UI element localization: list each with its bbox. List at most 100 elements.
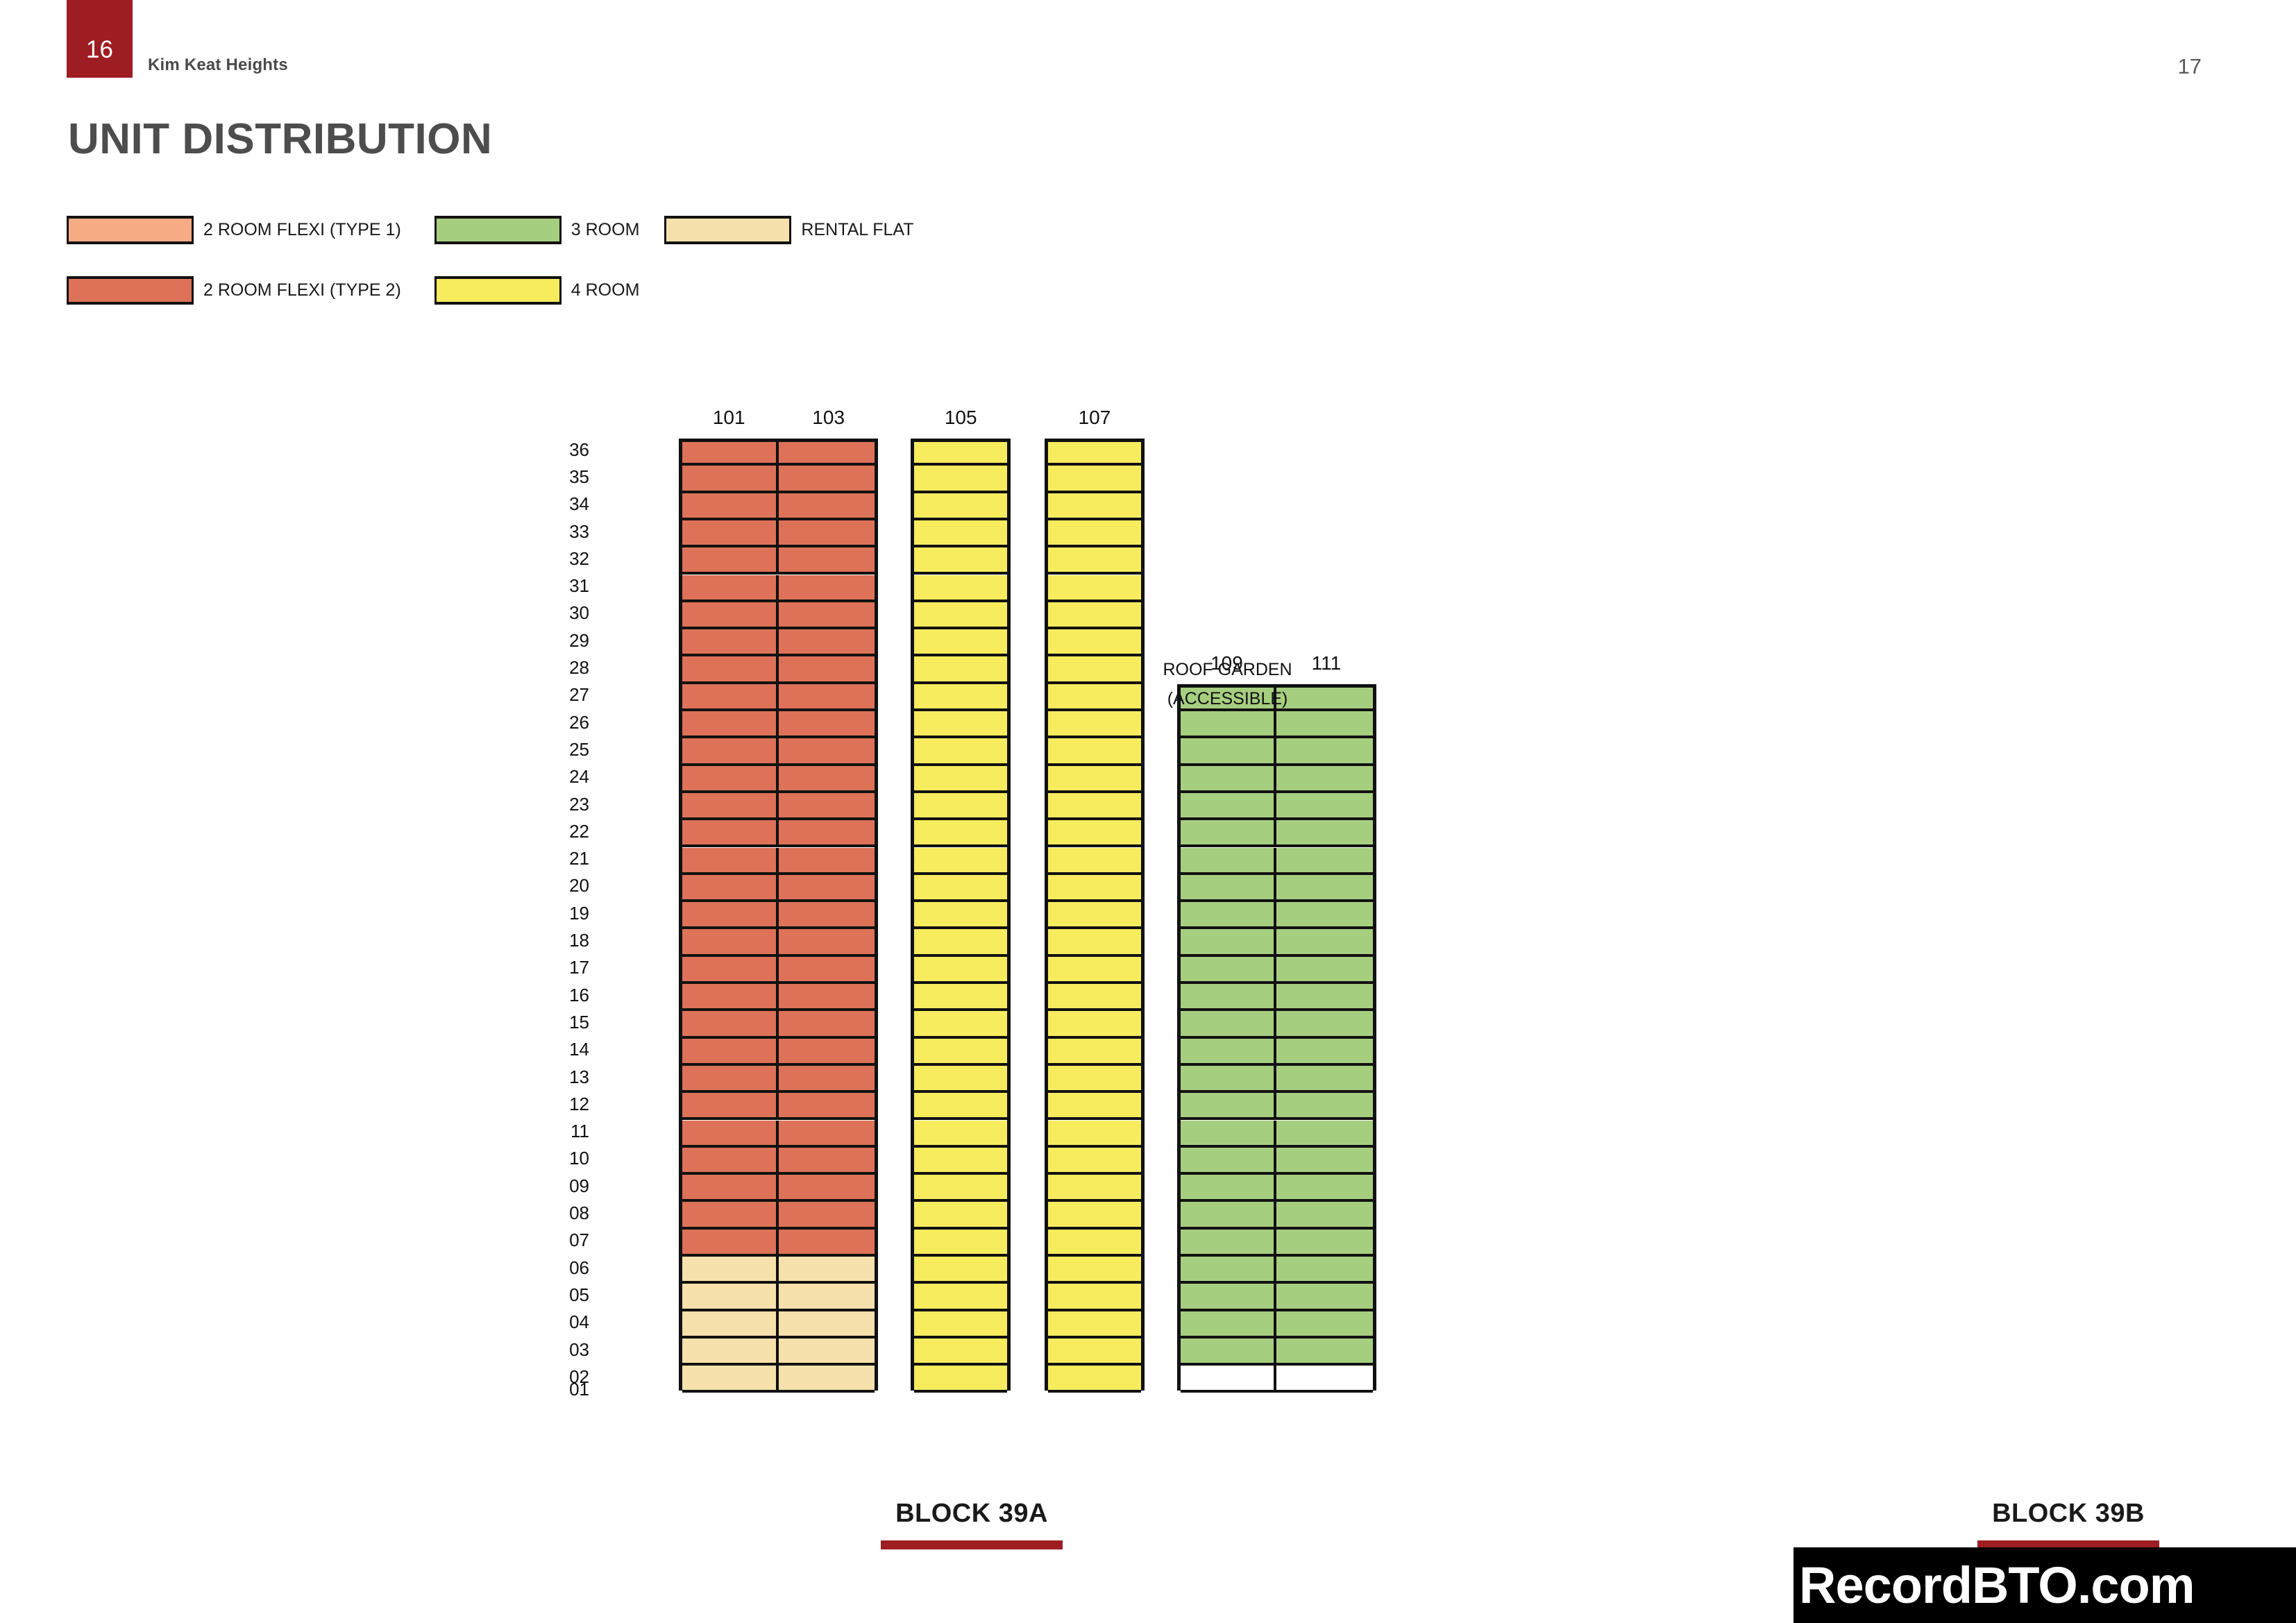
unit-cell (1048, 466, 1141, 493)
unit-cell (682, 956, 779, 984)
floor-label: 31 (569, 575, 589, 597)
unit-cell (1048, 656, 1141, 684)
floor-label: 15 (569, 1011, 589, 1033)
unit-cell (778, 738, 875, 766)
legend-label-2room-type2: 2 ROOM FLEXI (TYPE 2) (203, 280, 401, 300)
floor-label: 13 (569, 1066, 589, 1087)
legend-item-3room: 3 ROOM (434, 215, 639, 244)
unit-cell (778, 820, 875, 848)
unit-cell (1180, 1202, 1277, 1230)
unit-cell (1276, 1065, 1373, 1094)
unit-cell (778, 629, 875, 657)
unit-cell (1276, 874, 1373, 903)
unit-cell (778, 956, 875, 984)
unit-cell (1048, 1311, 1141, 1339)
unit-cell (1048, 1147, 1141, 1175)
unit-cell (778, 765, 875, 793)
unit-cell (778, 929, 875, 957)
unit-cell (778, 1257, 875, 1284)
unit-cell (914, 711, 1007, 739)
unit-cell (1276, 1202, 1373, 1230)
project-name: Kim Keat Heights (148, 56, 288, 74)
unit-cell (1048, 765, 1141, 793)
unit-cell (778, 1093, 875, 1121)
unit-cell (1048, 1229, 1141, 1257)
unit-cell (1048, 1202, 1141, 1230)
unit-cell (1180, 1257, 1277, 1284)
unit-cell (682, 493, 779, 520)
unit-cell (778, 442, 875, 466)
unit-cell (1276, 1257, 1373, 1284)
unit-cell (914, 1011, 1007, 1039)
unit-cell (1048, 902, 1141, 930)
floor-label: 14 (569, 1039, 589, 1060)
unit-cell (914, 1175, 1007, 1203)
unit-cell (778, 1120, 875, 1148)
unit-cell (1180, 1093, 1277, 1121)
floor-label: 07 (569, 1230, 589, 1251)
legend-item-rental-flat: RENTAL FLAT (664, 215, 914, 244)
unit-cell (1048, 493, 1141, 520)
floor-label: 11 (570, 1121, 589, 1142)
unit-cell (914, 792, 1007, 821)
floor-label: 05 (569, 1284, 589, 1305)
unit-cell (1048, 1011, 1141, 1039)
unit-cell (778, 874, 875, 903)
unit-cell (914, 847, 1007, 875)
unit-cell (914, 1120, 1007, 1148)
floor-label: 32 (569, 547, 589, 569)
unit-cell (778, 1366, 875, 1393)
unit-cell (1048, 956, 1141, 984)
unit-cell (1276, 1366, 1373, 1393)
legend-label-rental-flat: RENTAL FLAT (801, 219, 914, 239)
unit-cell (1048, 738, 1141, 766)
unit-cell (1276, 847, 1373, 875)
unit-stack-number: 105 (944, 407, 977, 428)
unit-cell (1276, 820, 1373, 848)
watermark: RecordBTO.com (1793, 1547, 2296, 1623)
legend: 2 ROOM FLEXI (TYPE 1) 3 ROOM RENTAL FLAT… (67, 214, 913, 334)
unit-cell (1180, 1175, 1277, 1203)
unit-cell (682, 711, 779, 739)
unit-cell (914, 683, 1007, 711)
unit-cell (1276, 687, 1373, 711)
unit-cell (914, 1229, 1007, 1257)
unit-cell (914, 984, 1007, 1012)
floor-label: 33 (569, 520, 589, 542)
unit-cell (914, 1038, 1007, 1066)
unit-cell (1048, 442, 1141, 466)
block-39b-caption-rule (1977, 1540, 2159, 1549)
unit-cell (914, 520, 1007, 548)
unit-cell (1048, 929, 1141, 957)
unit-cell (682, 1257, 779, 1284)
unit-cell (778, 466, 875, 493)
unit-cell (778, 1175, 875, 1203)
unit-cell (682, 602, 779, 630)
unit-cell (778, 602, 875, 630)
unit-cell (914, 1147, 1007, 1175)
floor-label: 30 (569, 602, 589, 624)
unit-cell (778, 547, 875, 575)
legend-swatch-2room-type1 (67, 215, 194, 244)
floor-label: 36 (569, 439, 589, 460)
unit-cell (1276, 1093, 1373, 1121)
unit-cell (1276, 738, 1373, 766)
unit-cell (1180, 1338, 1277, 1366)
page-number-right: 17 (2177, 54, 2202, 78)
unit-cell (778, 1011, 875, 1039)
unit-cell (778, 1338, 875, 1366)
unit-cell (682, 738, 779, 766)
unit-cell (1048, 1257, 1141, 1284)
unit-cell (914, 602, 1007, 630)
unit-cell (682, 1338, 779, 1366)
unit-cell (1180, 1147, 1277, 1175)
unit-stack-number: 111 (1311, 652, 1342, 674)
unit-cell (778, 792, 875, 821)
floor-label: 06 (569, 1257, 589, 1278)
legend-label-4room: 4 ROOM (571, 280, 640, 300)
floor-label: 12 (569, 1093, 589, 1114)
unit-cell (682, 1147, 779, 1175)
unit-cell (682, 656, 779, 684)
legend-swatch-4room (434, 275, 562, 305)
floor-label: 25 (569, 738, 589, 760)
